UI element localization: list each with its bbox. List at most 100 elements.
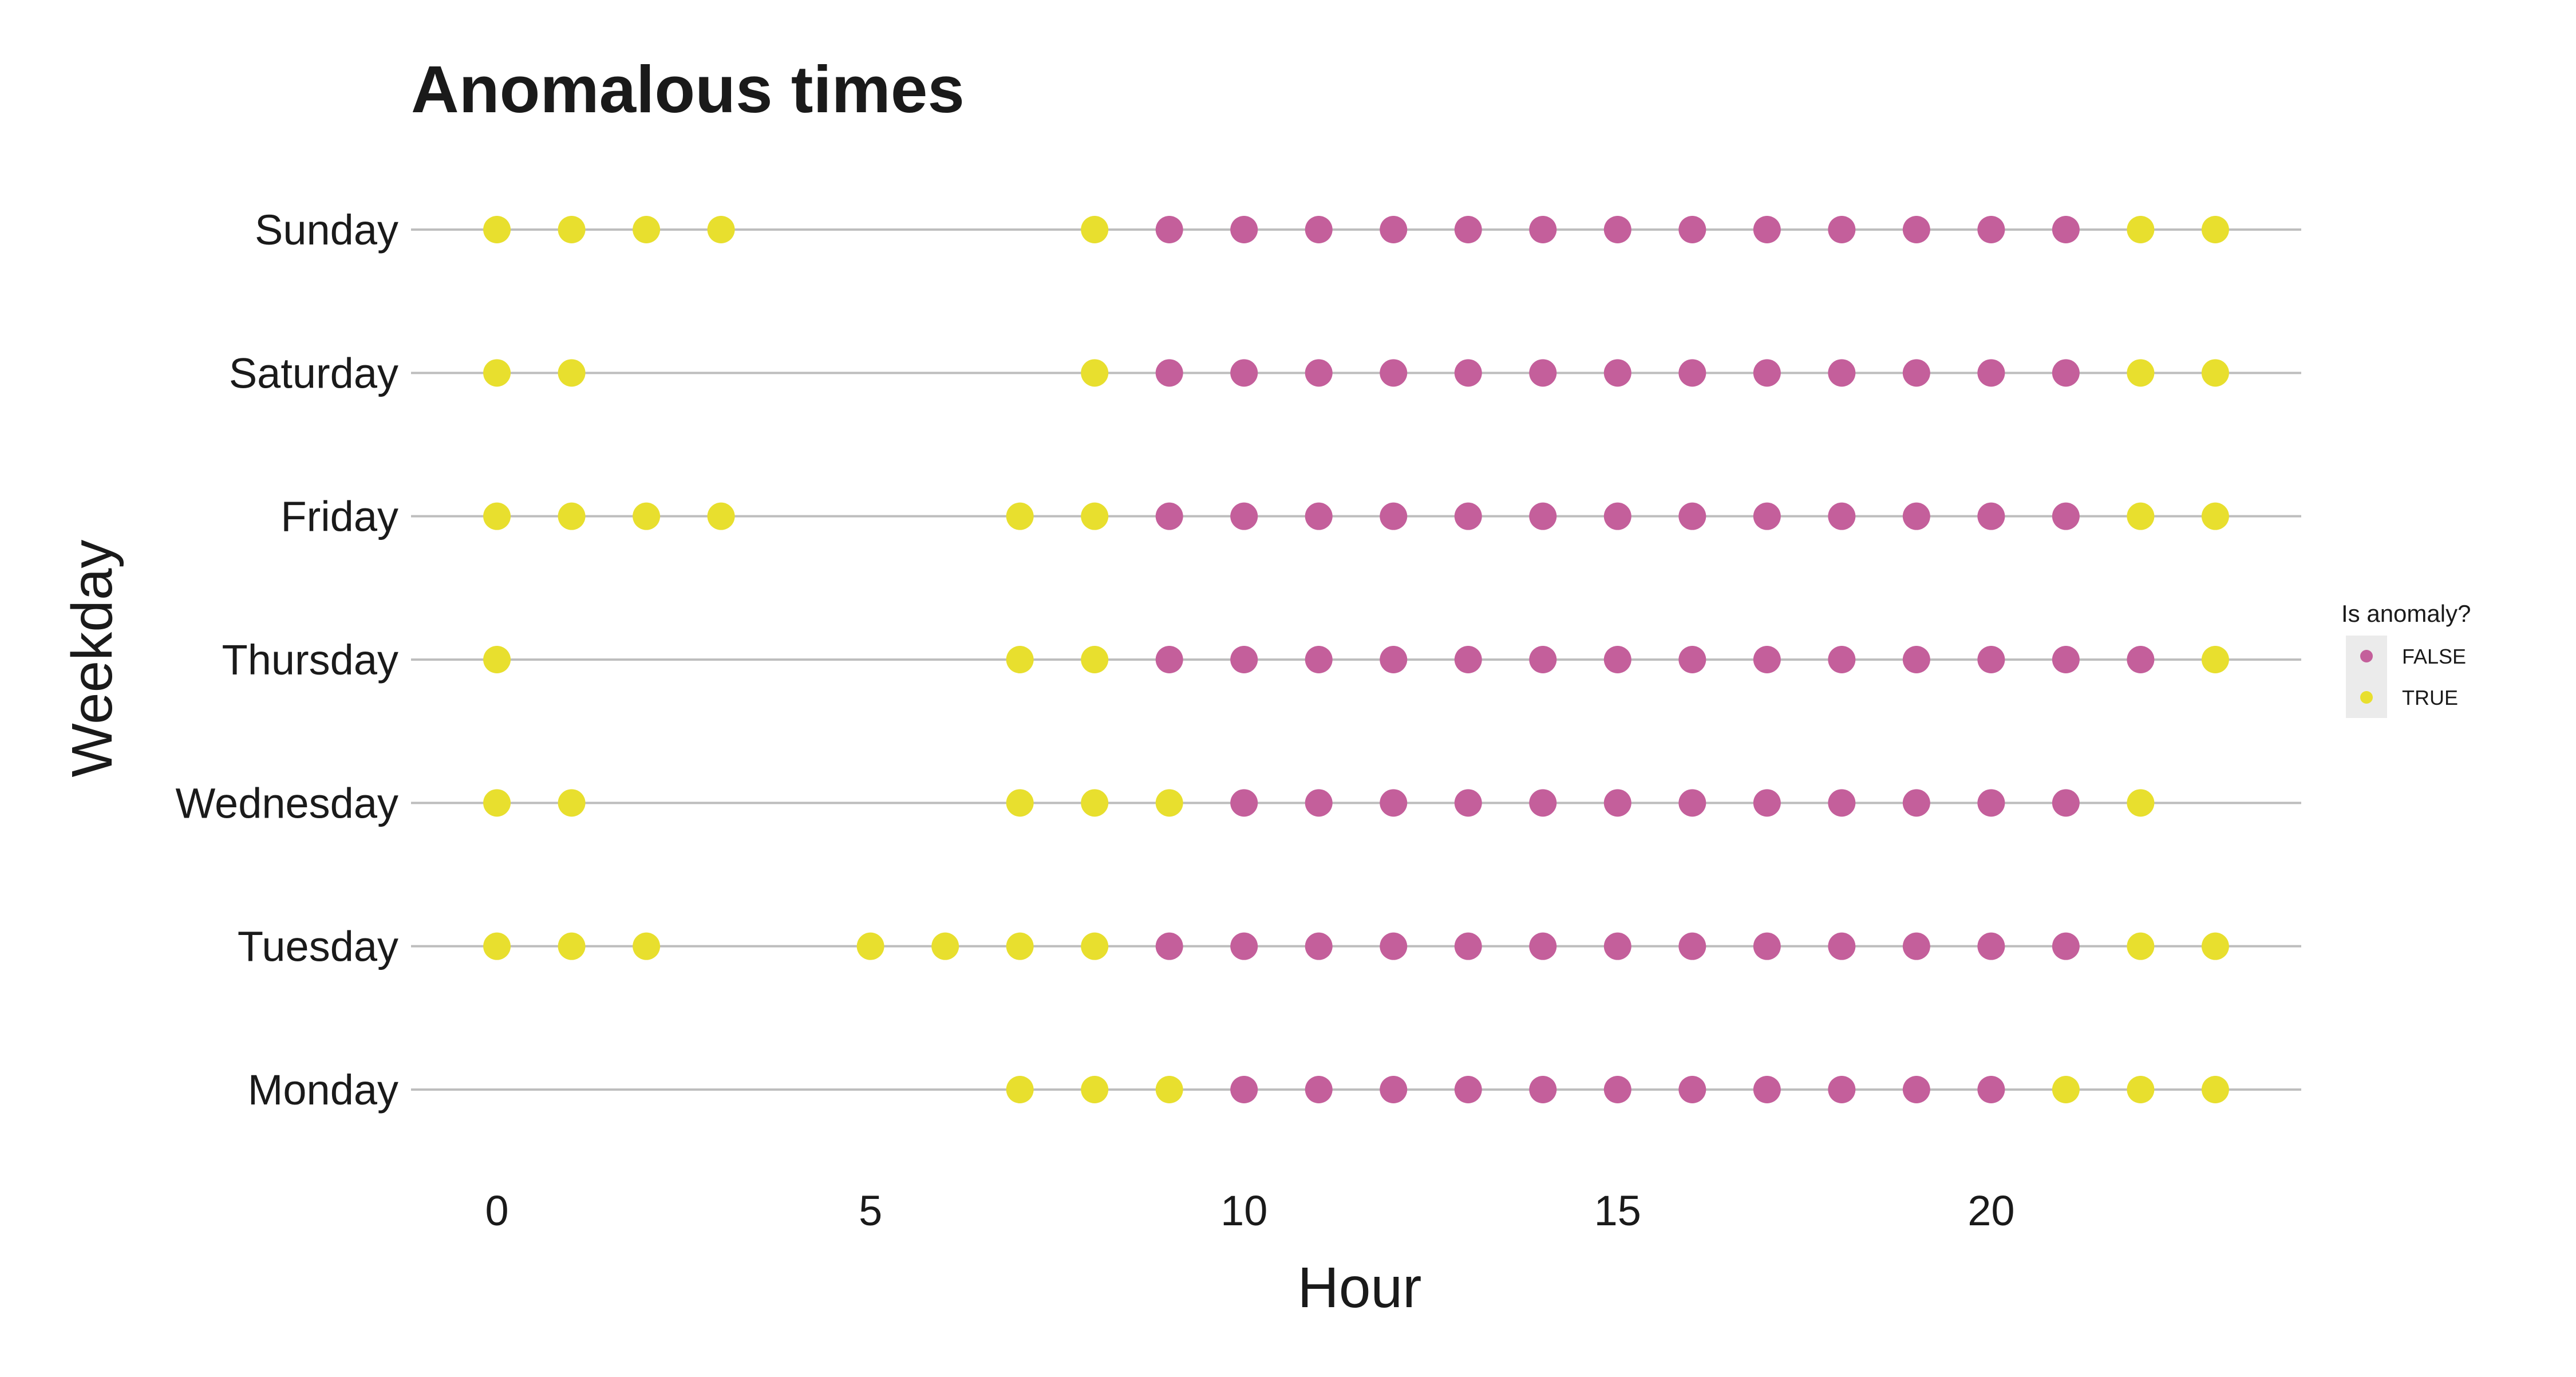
- point-false-monday-18: [1828, 1076, 1856, 1103]
- point-true-wednesday-9: [1155, 789, 1183, 817]
- point-true-friday-0: [483, 502, 511, 530]
- point-false-sunday-20: [1977, 216, 2005, 243]
- point-false-tuesday-18: [1828, 932, 1856, 960]
- point-false-wednesday-13: [1454, 789, 1482, 817]
- point-false-friday-18: [1828, 502, 1856, 530]
- x-tick-labels: 0 5 10 15 20: [485, 1187, 2015, 1234]
- point-true-monday-8: [1081, 1076, 1109, 1103]
- point-true-saturday-8: [1081, 359, 1109, 387]
- point-true-monday-23: [2201, 1076, 2229, 1103]
- chart-title: Anomalous times: [411, 52, 965, 127]
- point-true-sunday-23: [2201, 216, 2229, 243]
- point-true-monday-22: [2127, 1076, 2155, 1103]
- point-true-saturday-0: [483, 359, 511, 387]
- point-false-sunday-21: [2052, 216, 2080, 243]
- point-true-saturday-1: [558, 359, 586, 387]
- y-tick-label: Monday: [248, 1066, 398, 1114]
- y-tick-label: Friday: [280, 493, 398, 540]
- point-false-thursday-19: [1902, 646, 1930, 673]
- point-true-friday-3: [707, 502, 735, 530]
- point-true-wednesday-7: [1006, 789, 1034, 817]
- point-false-thursday-17: [1753, 646, 1781, 673]
- point-true-tuesday-8: [1081, 932, 1109, 960]
- x-tick-label: 15: [1594, 1187, 1641, 1234]
- point-false-friday-17: [1753, 502, 1781, 530]
- y-tick-labels: Monday Tuesday Wednesday Thursday Friday Satu…: [176, 206, 398, 1114]
- point-false-wednesday-14: [1529, 789, 1557, 817]
- point-false-friday-11: [1305, 502, 1333, 530]
- point-false-sunday-13: [1454, 216, 1482, 243]
- point-false-tuesday-11: [1305, 932, 1333, 960]
- point-false-tuesday-16: [1678, 932, 1706, 960]
- point-false-tuesday-13: [1454, 932, 1482, 960]
- point-true-saturday-23: [2201, 359, 2229, 387]
- point-false-tuesday-15: [1603, 932, 1631, 960]
- point-false-saturday-15: [1603, 359, 1631, 387]
- point-true-wednesday-22: [2127, 789, 2155, 817]
- point-false-wednesday-17: [1753, 789, 1781, 817]
- point-false-saturday-18: [1828, 359, 1856, 387]
- point-false-friday-16: [1678, 502, 1706, 530]
- point-false-saturday-14: [1529, 359, 1557, 387]
- point-false-monday-14: [1529, 1076, 1557, 1103]
- point-false-friday-13: [1454, 502, 1482, 530]
- point-false-tuesday-17: [1753, 932, 1781, 960]
- point-false-saturday-21: [2052, 359, 2080, 387]
- point-false-monday-20: [1977, 1076, 2005, 1103]
- point-true-friday-1: [558, 502, 586, 530]
- point-true-thursday-8: [1081, 646, 1109, 673]
- y-tick-label: Sunday: [255, 206, 398, 254]
- point-false-tuesday-12: [1380, 932, 1408, 960]
- point-false-thursday-10: [1230, 646, 1258, 673]
- point-false-thursday-18: [1828, 646, 1856, 673]
- point-false-wednesday-18: [1828, 789, 1856, 817]
- point-true-sunday-22: [2127, 216, 2155, 243]
- point-true-thursday-7: [1006, 646, 1034, 673]
- point-false-monday-17: [1753, 1076, 1781, 1103]
- point-false-saturday-19: [1902, 359, 1930, 387]
- y-axis-label: Weekday: [60, 539, 124, 777]
- point-false-saturday-17: [1753, 359, 1781, 387]
- point-false-monday-13: [1454, 1076, 1482, 1103]
- point-false-sunday-16: [1678, 216, 1706, 243]
- point-false-monday-10: [1230, 1076, 1258, 1103]
- x-tick-label: 0: [485, 1187, 509, 1234]
- point-false-monday-16: [1678, 1076, 1706, 1103]
- point-true-tuesday-22: [2127, 932, 2155, 960]
- point-false-thursday-16: [1678, 646, 1706, 673]
- point-false-monday-19: [1902, 1076, 1930, 1103]
- point-true-sunday-1: [558, 216, 586, 243]
- point-false-sunday-10: [1230, 216, 1258, 243]
- point-false-friday-14: [1529, 502, 1557, 530]
- point-false-tuesday-20: [1977, 932, 2005, 960]
- point-true-wednesday-0: [483, 789, 511, 817]
- point-false-sunday-15: [1603, 216, 1631, 243]
- point-false-sunday-9: [1155, 216, 1183, 243]
- data-points: [483, 216, 2229, 1103]
- gridlines: [411, 228, 2301, 1091]
- point-false-tuesday-21: [2052, 932, 2080, 960]
- x-tick-label: 10: [1220, 1187, 1267, 1234]
- point-false-wednesday-16: [1678, 789, 1706, 817]
- point-true-tuesday-6: [931, 932, 959, 960]
- point-true-friday-8: [1081, 502, 1109, 530]
- point-true-tuesday-23: [2201, 932, 2229, 960]
- point-false-friday-15: [1603, 502, 1631, 530]
- point-false-friday-12: [1380, 502, 1408, 530]
- point-false-monday-15: [1603, 1076, 1631, 1103]
- point-false-sunday-14: [1529, 216, 1557, 243]
- point-true-friday-7: [1006, 502, 1034, 530]
- point-false-thursday-15: [1603, 646, 1631, 673]
- point-false-wednesday-11: [1305, 789, 1333, 817]
- point-true-sunday-2: [633, 216, 661, 243]
- point-true-tuesday-1: [558, 932, 586, 960]
- point-false-tuesday-10: [1230, 932, 1258, 960]
- point-false-saturday-20: [1977, 359, 2005, 387]
- legend-label-true: TRUE: [2402, 686, 2458, 709]
- point-false-friday-21: [2052, 502, 2080, 530]
- point-false-thursday-22: [2127, 646, 2155, 673]
- y-tick-label: Wednesday: [176, 779, 398, 827]
- point-false-thursday-21: [2052, 646, 2080, 673]
- point-true-wednesday-8: [1081, 789, 1109, 817]
